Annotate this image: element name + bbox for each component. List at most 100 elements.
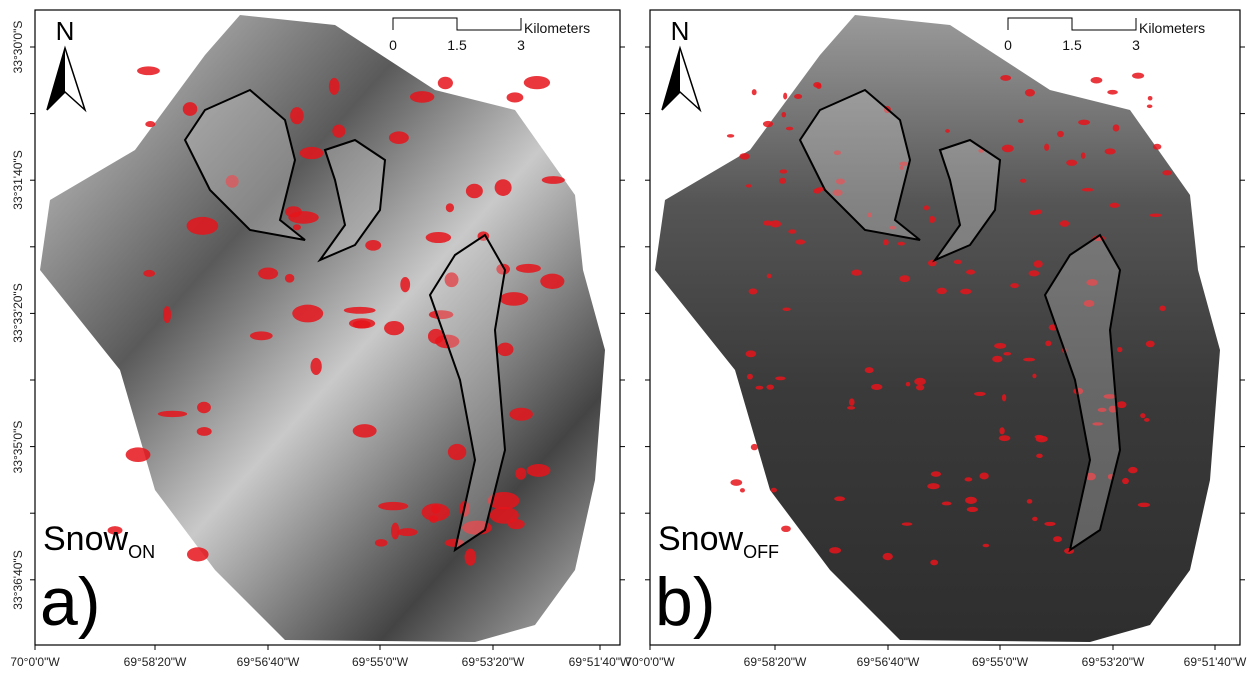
snow-patch	[506, 92, 524, 103]
snow-patch	[1085, 472, 1096, 481]
snow-patch	[882, 239, 889, 246]
snow-patch	[923, 205, 930, 211]
snow-patch	[437, 76, 453, 90]
snow-patch	[515, 263, 541, 273]
condition-subscript: OFF	[743, 542, 779, 562]
snow-patch	[163, 306, 172, 324]
snow-patch	[249, 331, 273, 341]
snow-patch	[982, 543, 990, 548]
snow-patch	[290, 107, 304, 125]
snow-patch	[978, 148, 985, 153]
snow-patch	[1034, 209, 1043, 215]
snow-patch	[899, 275, 911, 283]
snow-patch	[994, 342, 1007, 349]
snow-patch	[526, 464, 551, 477]
glacier-outline	[932, 138, 1002, 263]
snow-patch	[999, 427, 1005, 435]
snow-patch	[137, 66, 160, 76]
snow-patch	[788, 229, 797, 234]
snow-patch	[143, 269, 156, 277]
snow-patch	[782, 307, 791, 311]
snow-patch	[1044, 143, 1050, 151]
snow-patch	[1132, 72, 1145, 79]
snow-patch	[960, 288, 972, 295]
snow-patch	[1107, 89, 1118, 95]
snow-patch	[444, 272, 459, 288]
snow-patch	[1032, 373, 1037, 379]
snow-patch	[292, 304, 324, 323]
snow-patch	[1023, 357, 1036, 362]
snow-patch	[847, 406, 856, 410]
snow-patch	[1108, 405, 1117, 413]
lon-label: 70°0'0"W	[10, 655, 60, 669]
snow-patch	[974, 391, 986, 396]
north-arrow-fill	[662, 48, 680, 110]
snow-patch	[795, 239, 806, 245]
snow-patch	[888, 225, 897, 230]
snow-patch	[1033, 260, 1043, 268]
snow-patch	[783, 92, 788, 100]
lon-label: 69°51'40"W	[569, 655, 632, 669]
snow-patch	[897, 241, 905, 246]
snow-patch	[541, 176, 565, 184]
snow-patch	[1057, 130, 1064, 138]
snow-patch	[489, 506, 519, 524]
north-arrow-fill	[47, 48, 65, 110]
snow-patch	[328, 77, 340, 95]
snow-patch	[352, 424, 377, 438]
condition-subscript: ON	[128, 542, 155, 562]
snow-patch	[196, 427, 212, 436]
snow-patch	[1066, 159, 1078, 166]
snow-patch	[750, 443, 758, 451]
snow-patch	[1000, 75, 1012, 81]
lat-label: 33°36'40"S	[11, 550, 25, 609]
snow-patch	[930, 559, 939, 566]
snow-patch	[388, 131, 409, 145]
lon-label: 69°55'0"W	[352, 655, 409, 669]
snow-patch	[1078, 119, 1090, 126]
snow-patch	[832, 189, 843, 196]
snow-patch	[182, 102, 198, 116]
snow-patch	[1001, 394, 1007, 402]
snow-patch	[365, 239, 382, 251]
condition-label: SnowOFF	[658, 520, 779, 562]
snow-patch	[867, 212, 873, 218]
snow-patch	[1053, 536, 1062, 543]
snow-patch	[748, 288, 758, 295]
snow-patch	[465, 183, 483, 199]
snow-patch	[1032, 516, 1038, 522]
snow-patch	[781, 525, 791, 533]
snow-patch	[785, 126, 794, 131]
glacier-outline	[428, 233, 507, 553]
snow-patch	[1045, 340, 1052, 347]
snow-patch	[1026, 499, 1033, 504]
snow-patch	[739, 488, 745, 493]
lat-label: 33°35'0"S	[11, 421, 25, 474]
snow-patch	[186, 216, 219, 235]
snow-patch	[1020, 178, 1027, 183]
glacier-outline	[798, 88, 921, 241]
snow-patch	[1145, 340, 1155, 348]
snow-patch	[739, 153, 750, 160]
lon-label: 69°56'40"W	[237, 655, 300, 669]
snow-patch	[1128, 466, 1138, 474]
snow-patch	[1090, 77, 1103, 84]
snow-patch	[343, 306, 376, 314]
snow-patch	[864, 367, 874, 374]
snow-patch	[899, 165, 904, 170]
snow-patch	[794, 94, 803, 100]
snow-patch	[871, 383, 883, 391]
snow-patch	[730, 479, 743, 486]
snow-patch	[444, 538, 465, 548]
snow-patch	[1003, 351, 1012, 356]
snow-patch	[1147, 95, 1153, 101]
lat-label: 33°31'40"S	[11, 150, 25, 209]
panel-letter: a)	[40, 564, 100, 640]
snow-patch	[145, 121, 156, 128]
snow-patch	[487, 491, 520, 510]
snow-patch	[848, 398, 855, 406]
glacier-outline	[183, 88, 306, 241]
lon-label: 69°55'0"W	[972, 655, 1029, 669]
snow-patch	[107, 526, 123, 535]
glacier-outline	[317, 138, 387, 263]
